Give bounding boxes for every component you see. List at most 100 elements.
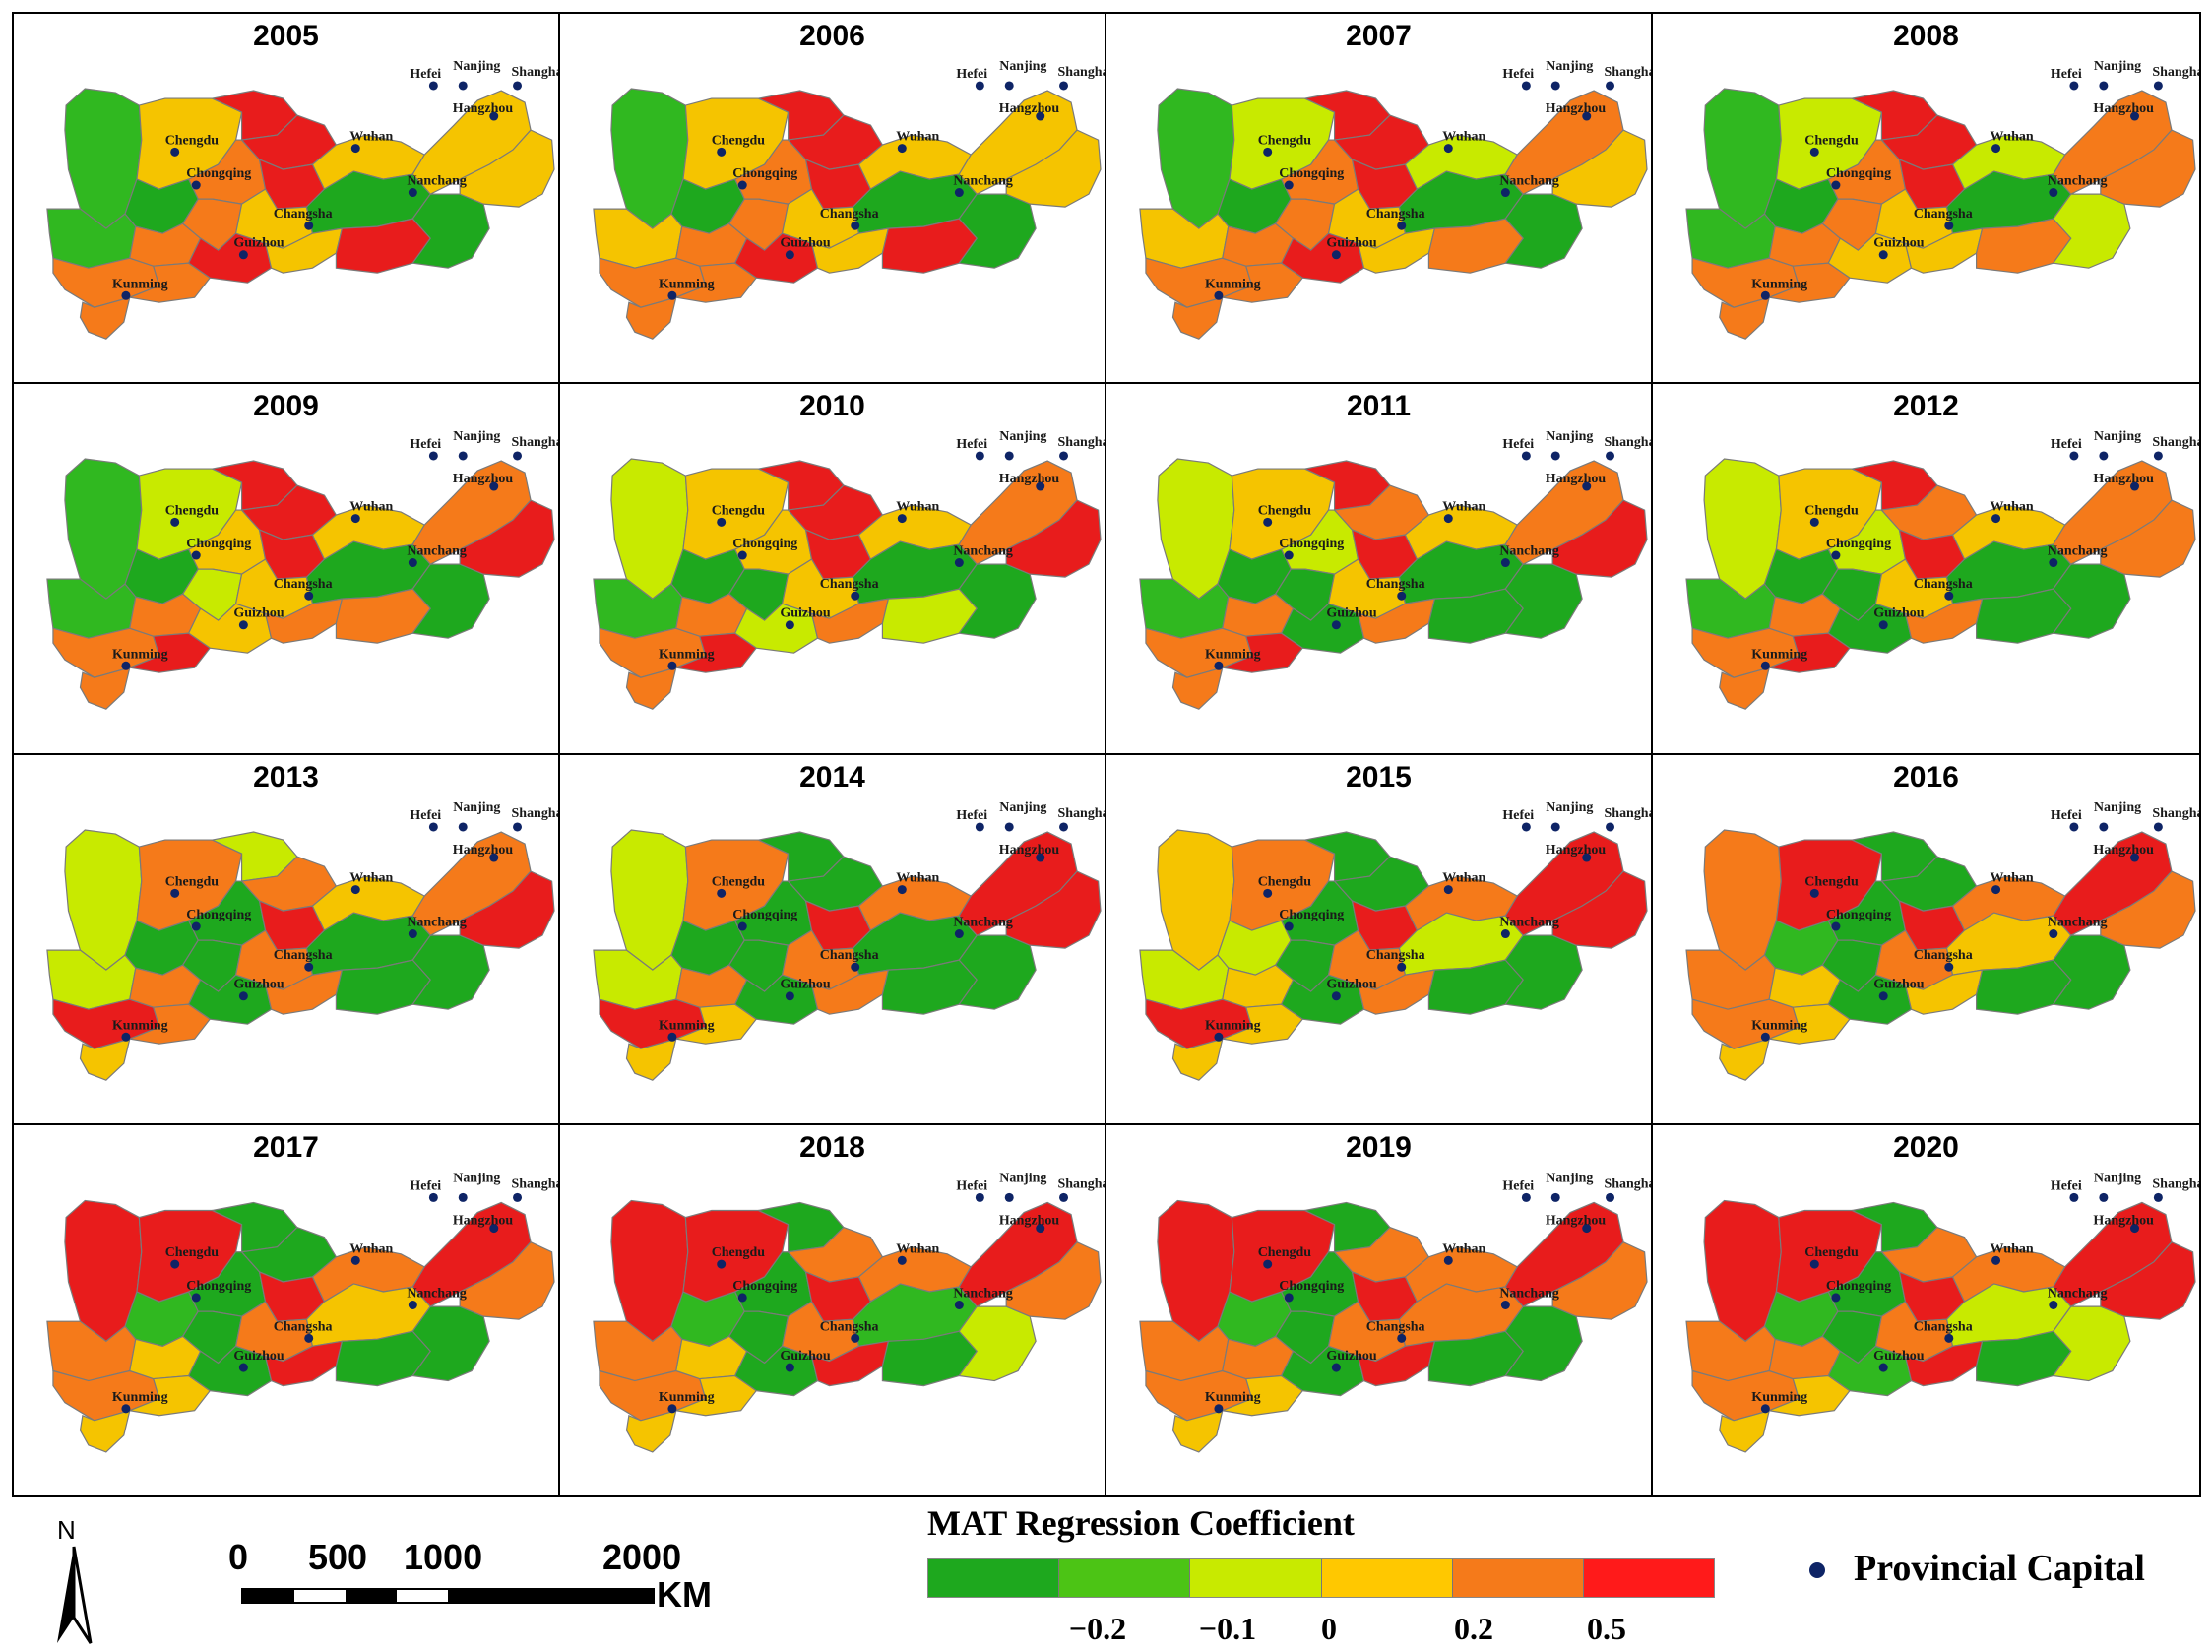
capital-dot-icon bbox=[2153, 821, 2163, 831]
city-label: Hefei bbox=[410, 437, 441, 452]
map-region bbox=[1685, 208, 1776, 269]
city-label: Kunming bbox=[659, 1389, 715, 1404]
city-label: Changsha bbox=[1914, 207, 1973, 222]
map-region bbox=[2052, 1305, 2131, 1381]
city-label: Nanjing bbox=[1546, 799, 1593, 814]
capital-dot-icon bbox=[1214, 290, 1224, 300]
city-label: Chongqing bbox=[186, 537, 251, 551]
panel-year-label: 2008 bbox=[1893, 20, 1959, 52]
city-label: Nanchang bbox=[1499, 915, 1559, 929]
city-label: Chengdu bbox=[1258, 1245, 1312, 1260]
city-label: Chengdu bbox=[1804, 504, 1859, 519]
capital-dot-icon bbox=[1443, 1255, 1453, 1265]
city-label: Hangzhou bbox=[2093, 1212, 2154, 1228]
panel-year-label: 2010 bbox=[799, 390, 865, 423]
map-panel-2009: Chengdu Chongqing Guizhou Kunming Wuhan Chang… bbox=[14, 384, 560, 755]
city-label: Chongqing bbox=[186, 1279, 251, 1294]
city-label: Hefei bbox=[1502, 1178, 1534, 1193]
map-region bbox=[2100, 129, 2196, 208]
capital-dot-icon bbox=[1500, 558, 1510, 568]
capital-dot-icon bbox=[975, 81, 984, 91]
map-region bbox=[1685, 949, 1776, 1010]
capital-dot-icon bbox=[1521, 821, 1531, 831]
capital-dot-icon bbox=[1284, 550, 1294, 560]
city-label: Changsha bbox=[1366, 207, 1425, 222]
map-region bbox=[1719, 296, 1771, 340]
map-region bbox=[1139, 1320, 1230, 1381]
city-label: Guizhou bbox=[1326, 606, 1376, 621]
city-label: Changsha bbox=[820, 207, 879, 222]
city-label: Guizhou bbox=[1873, 606, 1925, 621]
city-label: Guizhou bbox=[1326, 977, 1376, 991]
map-region bbox=[625, 667, 677, 711]
capital-dot-icon bbox=[458, 81, 468, 91]
city-label: Chongqing bbox=[1826, 908, 1891, 922]
city-label: Hefei bbox=[410, 807, 441, 822]
map-region bbox=[459, 499, 555, 578]
capital-dot-icon bbox=[1831, 180, 1841, 190]
capital-dot-icon bbox=[954, 928, 964, 938]
panel-year-label: 2005 bbox=[253, 20, 319, 52]
city-label: Hangzhou bbox=[1546, 1213, 1606, 1228]
capital-dot-icon bbox=[513, 451, 523, 461]
city-label: Guizhou bbox=[780, 236, 830, 251]
capital-dot-icon bbox=[2069, 1192, 2079, 1202]
capital-dot-icon bbox=[489, 853, 499, 862]
map-panel-2012: Chengdu Chongqing Guizhou Kunming Wuhan Chang… bbox=[1653, 384, 2199, 755]
city-label: Chengdu bbox=[165, 504, 220, 519]
capital-dot-icon bbox=[2069, 81, 2079, 91]
city-label: Nanchang bbox=[953, 1286, 1013, 1301]
city-label: Chongqing bbox=[1826, 537, 1891, 551]
choropleth-map: Chengdu Chongqing Guizhou Kunming Wuhan Chang… bbox=[1139, 429, 1651, 711]
provincial-capital-dot-icon bbox=[1809, 1562, 1825, 1578]
city-label: Hangzhou bbox=[1546, 101, 1607, 116]
panel-year-label: 2014 bbox=[799, 760, 865, 794]
capital-dot-icon bbox=[1443, 514, 1453, 524]
capital-dot-icon bbox=[170, 1259, 180, 1269]
map-region bbox=[1504, 563, 1583, 640]
city-label: Wuhan bbox=[896, 130, 939, 145]
city-label: Kunming bbox=[112, 648, 168, 663]
capital-dot-icon bbox=[408, 1300, 417, 1309]
city-label: Hefei bbox=[1502, 437, 1534, 452]
capital-dot-icon bbox=[785, 250, 794, 260]
city-label: Hangzhou bbox=[999, 472, 1060, 486]
capital-dot-icon bbox=[1878, 1363, 1888, 1372]
capital-dot-icon bbox=[191, 1293, 201, 1303]
capital-dot-icon bbox=[191, 550, 201, 560]
map-panel-2007: Chengdu Chongqing Guizhou Kunming Wuhan Chang… bbox=[1106, 14, 1653, 385]
city-label: Chengdu bbox=[712, 874, 766, 889]
city-label: Hangzhou bbox=[1546, 472, 1607, 486]
capital-dot-icon bbox=[304, 962, 314, 972]
map-panel-2015: Chengdu Chongqing Guizhou Kunming Wuhan Chang… bbox=[1106, 754, 1653, 1125]
city-label: Shanghai bbox=[512, 1176, 558, 1191]
city-label: Kunming bbox=[1205, 1018, 1261, 1033]
city-label: Shanghai bbox=[2152, 805, 2199, 820]
capital-dot-icon bbox=[1606, 1192, 1615, 1202]
city-label: Changsha bbox=[1366, 1319, 1425, 1334]
map-region bbox=[593, 1320, 683, 1381]
capital-dot-icon bbox=[2049, 188, 2058, 198]
capital-dot-icon bbox=[1944, 1333, 1954, 1343]
city-label: Hefei bbox=[1502, 807, 1534, 822]
capital-dot-icon bbox=[1809, 147, 1819, 157]
capital-dot-icon bbox=[2130, 111, 2140, 121]
capital-dot-icon bbox=[717, 1259, 727, 1269]
capital-dot-icon bbox=[1214, 662, 1224, 671]
city-label: Hangzhou bbox=[2093, 843, 2154, 858]
capital-dot-icon bbox=[1331, 990, 1341, 1000]
city-label: Nanchang bbox=[1499, 1286, 1559, 1301]
city-label: Changsha bbox=[820, 577, 879, 592]
capital-dot-icon bbox=[717, 518, 727, 528]
panel-year-label: 2019 bbox=[1346, 1130, 1412, 1164]
map-region bbox=[1005, 129, 1102, 208]
map-panel-2006: Chengdu Chongqing Guizhou Kunming Wuhan Chang… bbox=[560, 14, 1106, 385]
capital-dot-icon bbox=[2153, 81, 2163, 91]
map-region bbox=[79, 1037, 131, 1081]
capital-dot-icon bbox=[1809, 518, 1819, 528]
capital-dot-icon bbox=[489, 481, 499, 491]
city-label: Kunming bbox=[112, 1018, 168, 1033]
city-label: Shanghai bbox=[512, 435, 558, 450]
panel-year-label: 2007 bbox=[1346, 20, 1412, 52]
capital-dot-icon bbox=[121, 290, 131, 300]
